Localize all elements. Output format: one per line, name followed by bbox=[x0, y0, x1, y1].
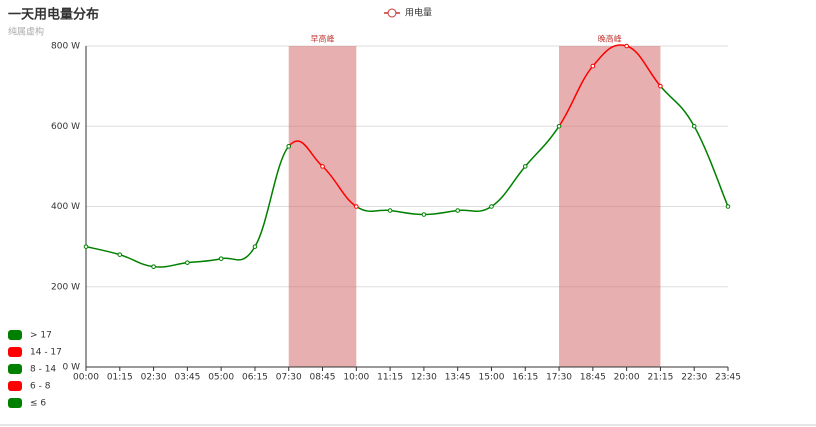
data-point bbox=[151, 264, 156, 269]
x-tick-label: 16:15 bbox=[512, 373, 538, 383]
x-tick-label: 20:00 bbox=[614, 373, 640, 383]
x-tick-label: 15:00 bbox=[479, 373, 505, 383]
x-tick-label: 11:15 bbox=[377, 373, 403, 383]
y-tick-label: 0 W bbox=[63, 363, 81, 373]
x-tick-label: 07:30 bbox=[276, 373, 302, 383]
visual-piece-swatch bbox=[8, 347, 22, 357]
x-tick-label: 10:00 bbox=[343, 373, 369, 383]
mark-area bbox=[288, 46, 357, 367]
mark-area-label: 早高峰 bbox=[311, 34, 335, 44]
data-point bbox=[725, 204, 731, 209]
data-point bbox=[83, 244, 89, 249]
line-segment bbox=[390, 209, 424, 216]
legend-marker bbox=[387, 8, 397, 18]
visual-piece-swatch bbox=[8, 364, 22, 374]
line-segment bbox=[592, 44, 627, 67]
visual-piece-label: > 17 bbox=[30, 331, 52, 341]
data-point bbox=[354, 204, 359, 209]
visual-piece-swatch bbox=[8, 330, 22, 340]
line-segment bbox=[626, 45, 661, 87]
data-point bbox=[658, 83, 663, 89]
chart-title: 一天用电量分布 bbox=[8, 7, 99, 23]
data-point bbox=[286, 144, 292, 149]
line-segment bbox=[119, 253, 154, 268]
line-segment bbox=[659, 85, 695, 127]
data-point bbox=[522, 164, 528, 169]
legend-label: 用电量 bbox=[405, 7, 432, 19]
visual-piece-swatch bbox=[8, 381, 22, 391]
line-segment bbox=[153, 261, 188, 268]
line-segment bbox=[322, 165, 357, 208]
data-point bbox=[185, 260, 190, 265]
x-tick-label: 02:30 bbox=[141, 373, 167, 383]
x-tick-label: 12:30 bbox=[411, 373, 437, 383]
line-segment bbox=[254, 145, 290, 248]
data-point bbox=[387, 208, 393, 213]
line-segment bbox=[457, 205, 492, 212]
x-tick-label: 21:15 bbox=[647, 373, 673, 383]
x-tick-label: 13:45 bbox=[445, 373, 471, 383]
visual-piece-label: 6 - 8 bbox=[30, 382, 51, 392]
line-segment bbox=[187, 257, 222, 264]
visual-piece-swatch bbox=[8, 398, 22, 408]
data-point bbox=[320, 164, 325, 169]
line-segment bbox=[85, 245, 121, 256]
data-point bbox=[691, 123, 697, 129]
line-segment bbox=[355, 205, 391, 212]
y-tick-label: 800 W bbox=[51, 42, 80, 52]
y-tick-label: 400 W bbox=[51, 202, 80, 212]
data-point bbox=[624, 43, 629, 49]
line-segment bbox=[220, 246, 256, 261]
y-tick-label: 600 W bbox=[51, 122, 80, 132]
data-point bbox=[590, 63, 596, 69]
x-tick-label: 03:45 bbox=[174, 373, 200, 383]
line-segment bbox=[524, 125, 560, 167]
line-segment bbox=[288, 140, 324, 167]
x-tick-label: 22:30 bbox=[681, 373, 707, 383]
x-tick-label: 08:45 bbox=[310, 373, 336, 383]
data-point bbox=[421, 212, 427, 217]
x-tick-label: 06:15 bbox=[242, 373, 268, 383]
data-point bbox=[117, 252, 123, 257]
x-tick-label: 01:15 bbox=[107, 373, 133, 383]
data-point bbox=[455, 208, 460, 213]
y-tick-label: 200 W bbox=[51, 282, 80, 292]
data-point bbox=[556, 123, 562, 129]
x-tick-label: 05:00 bbox=[208, 373, 234, 383]
line-segment bbox=[693, 125, 729, 207]
line-segment bbox=[558, 65, 594, 127]
data-point bbox=[218, 256, 224, 261]
x-tick-label: 00:00 bbox=[73, 373, 99, 383]
visual-piece-label: 8 - 14 bbox=[30, 365, 56, 375]
x-tick-label: 17:30 bbox=[546, 373, 572, 383]
x-tick-label: 18:45 bbox=[580, 373, 606, 383]
line-segment bbox=[423, 209, 458, 216]
line-segment bbox=[491, 165, 526, 208]
mark-area-label: 晚高峰 bbox=[598, 34, 622, 44]
mark-area bbox=[559, 46, 661, 367]
chart-subtitle: 纯属虚构 bbox=[8, 26, 44, 38]
data-point bbox=[489, 204, 494, 209]
x-tick-label: 23:45 bbox=[715, 373, 741, 383]
visual-piece-label: ≤ 6 bbox=[30, 399, 46, 409]
visual-piece-label: 14 - 17 bbox=[30, 348, 62, 358]
data-point bbox=[252, 244, 258, 249]
